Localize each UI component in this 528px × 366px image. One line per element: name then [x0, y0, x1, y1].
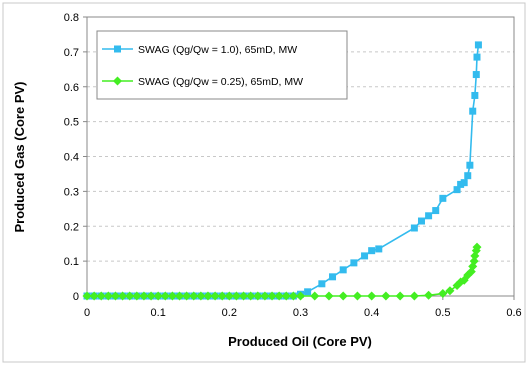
data-point: [457, 180, 465, 188]
x-tick-label: 0.5: [435, 307, 450, 319]
data-point: [469, 256, 479, 266]
x-axis-title: Produced Oil (Core PV): [228, 334, 372, 349]
data-point: [125, 291, 135, 301]
data-point: [361, 252, 369, 260]
legend-entry-1: SWAG (Qg/Qw = 1.0), 65mD, MW: [102, 44, 297, 56]
data-point: [203, 291, 213, 301]
data-point: [82, 291, 92, 301]
data-point: [318, 280, 326, 288]
data-point: [239, 291, 249, 301]
data-point: [460, 179, 468, 187]
data-point: [210, 291, 220, 301]
legend-label: SWAG (Qg/Qw = 1.0), 65mD, MW: [138, 44, 297, 56]
data-point: [324, 291, 334, 301]
data-point: [167, 291, 177, 301]
data-point: [424, 290, 434, 300]
y-tick-label: 0.7: [64, 47, 79, 59]
data-point: [274, 291, 284, 301]
y-axis-title: Produced Gas (Core PV): [12, 82, 27, 233]
data-point: [410, 224, 418, 232]
data-point: [160, 291, 170, 301]
data-point: [350, 259, 358, 267]
data-point: [189, 291, 199, 301]
data-point: [474, 41, 482, 49]
y-tick-label: 0.4: [64, 152, 79, 164]
data-point: [395, 291, 405, 301]
data-point: [288, 291, 298, 301]
legend-entry-2: SWAG (Qg/Qw = 0.25), 65mD, MW: [102, 76, 303, 88]
data-point: [132, 291, 142, 301]
data-point: [329, 273, 337, 281]
data-point: [445, 286, 455, 296]
data-point: [464, 172, 472, 180]
grid-lines: [87, 51, 514, 262]
data-point: [281, 291, 291, 301]
legend: SWAG (Qg/Qw = 1.0), 65mD, MW SWAG (Qg/Qw …: [96, 30, 348, 100]
x-tick-label: 0.2: [222, 307, 237, 319]
x-tick-label: 0.6: [506, 307, 521, 319]
data-point: [146, 291, 156, 301]
legend-box: [96, 30, 348, 100]
data-point: [432, 207, 440, 215]
data-point: [246, 291, 256, 301]
data-point: [224, 291, 234, 301]
data-point: [267, 291, 277, 301]
legend-marker: [113, 76, 122, 86]
y-tick-label: 0.5: [64, 117, 79, 129]
data-point: [439, 194, 447, 202]
y-tick-label: 0.8: [64, 12, 79, 24]
data-point: [182, 291, 192, 301]
y-tick-label: 0.2: [64, 221, 79, 233]
data-point: [338, 291, 348, 301]
data-point: [175, 291, 185, 301]
series-2: [82, 242, 482, 301]
data-point: [473, 53, 481, 61]
data-point: [310, 291, 320, 301]
y-tick-label: 0.1: [64, 256, 79, 268]
data-point: [425, 212, 433, 220]
data-point: [103, 291, 113, 301]
data-point: [368, 247, 376, 255]
data-point: [110, 291, 120, 301]
data-point: [472, 71, 480, 79]
data-point: [471, 91, 479, 99]
data-point: [375, 245, 383, 253]
data-point: [304, 288, 312, 296]
data-point: [417, 217, 425, 225]
data-point: [296, 291, 305, 301]
data-point: [89, 291, 99, 301]
x-tick-label: 0.1: [151, 307, 166, 319]
data-point: [231, 291, 241, 301]
data-point: [260, 291, 270, 301]
data-point: [409, 291, 419, 301]
data-point: [96, 291, 106, 301]
data-point: [352, 291, 362, 301]
data-series: [82, 41, 482, 301]
axes: 0 0.1 0.2 0.3 0.4 0.5 0.6 0.7 0.8 0 0.1 0.2 0.3 0.4 0.…: [64, 12, 522, 319]
x-tick-label: 0.3: [293, 307, 308, 319]
data-point: [139, 291, 149, 301]
data-point: [469, 107, 477, 115]
x-tick-label: 0: [84, 307, 90, 319]
data-point: [217, 291, 227, 301]
data-point: [438, 289, 448, 299]
data-point: [153, 291, 163, 301]
y-tick-label: 0: [73, 291, 79, 303]
data-point: [339, 266, 347, 274]
data-point: [196, 291, 206, 301]
data-point: [367, 291, 377, 301]
legend-marker: [114, 45, 121, 53]
data-point: [118, 291, 128, 301]
y-tick-label: 0.3: [64, 186, 79, 198]
legend-label: SWAG (Qg/Qw = 0.25), 65mD, MW: [138, 76, 303, 88]
data-point: [381, 291, 391, 301]
y-tick-label: 0.6: [64, 82, 79, 94]
data-point: [466, 161, 474, 169]
data-point: [453, 186, 461, 194]
data-point: [253, 291, 263, 301]
x-tick-label: 0.4: [364, 307, 379, 319]
data-point: [472, 242, 482, 252]
